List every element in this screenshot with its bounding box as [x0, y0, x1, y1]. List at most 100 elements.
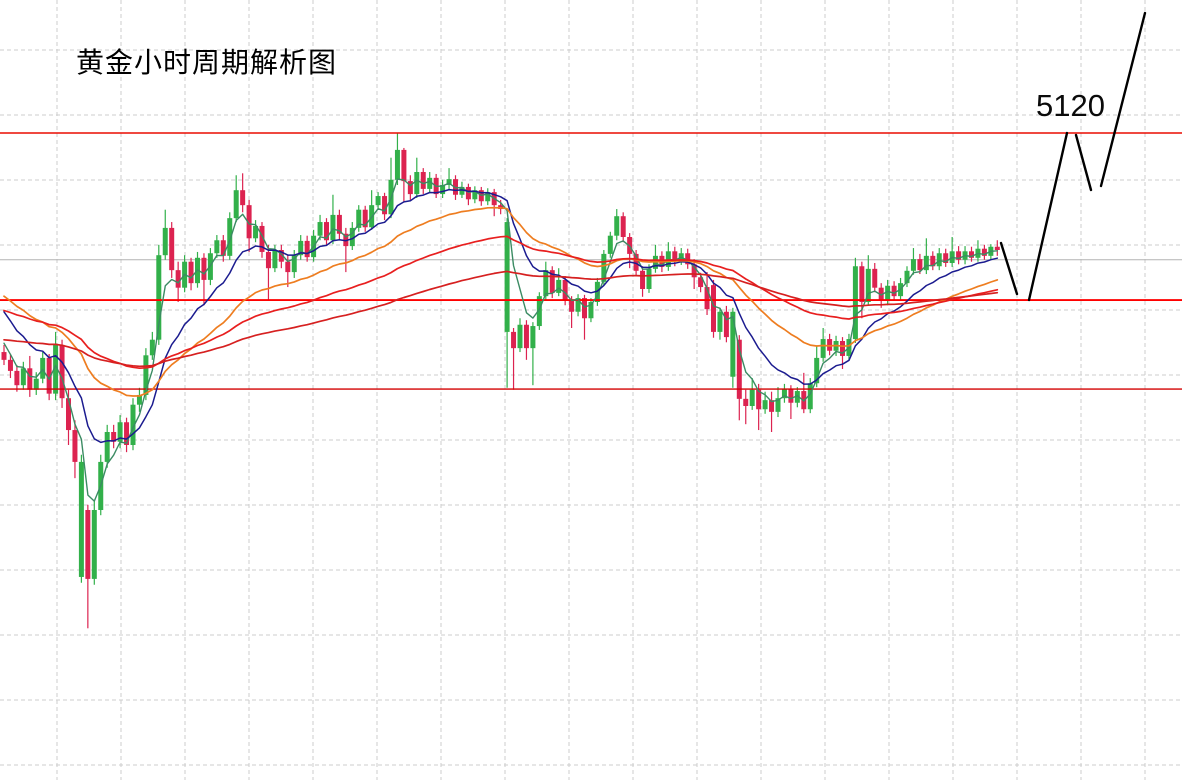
candle-bear: [259, 225, 265, 252]
candle-bull: [472, 190, 478, 200]
candle-bull: [852, 266, 858, 340]
candle-bear: [175, 270, 181, 288]
candle-bear: [7, 359, 13, 371]
candle-bull: [762, 400, 768, 410]
candle-bear: [465, 186, 471, 200]
candle-bull: [156, 255, 162, 340]
candle-bear: [640, 270, 646, 289]
candle-bear: [672, 251, 678, 262]
candle-bear: [265, 251, 271, 269]
candle-bull: [427, 177, 433, 189]
candle-bear: [930, 255, 936, 267]
candle-bull: [794, 391, 800, 403]
candle-bear: [401, 149, 407, 182]
candle-bear: [633, 253, 639, 271]
candle-bear: [743, 398, 749, 406]
candle-bear: [917, 259, 923, 271]
candle-bear: [278, 250, 284, 262]
candle-bear: [246, 205, 252, 239]
candle-bull: [394, 149, 400, 180]
ema-slowest-red-line: [3, 270, 999, 368]
candle-bear: [285, 261, 291, 273]
candle-bull: [78, 461, 84, 577]
candle-bull: [446, 179, 452, 185]
projection-trendline: [1099, 11, 1147, 188]
candle-bear: [523, 324, 529, 349]
candle-bear: [511, 331, 517, 349]
candle-bull: [136, 394, 142, 405]
candle-bull: [130, 404, 136, 445]
projection-trendline: [1074, 133, 1093, 192]
candle-bear: [124, 422, 130, 445]
candle-bull: [607, 235, 613, 254]
candle-bear: [324, 222, 329, 241]
candle-bear: [723, 311, 729, 338]
ema-fast-teal-line: [3, 178, 998, 502]
candle-bull: [530, 326, 536, 349]
candle-bear: [620, 216, 626, 237]
candle-bear: [582, 298, 587, 319]
candle-bull: [614, 216, 620, 236]
candle-bull: [936, 253, 942, 267]
candle-bull: [556, 279, 562, 293]
candle-bear: [336, 214, 342, 234]
candle-bear: [382, 196, 388, 215]
candle-bear: [27, 368, 33, 390]
candle-bear: [704, 287, 710, 310]
candle-bull: [536, 296, 542, 327]
candle-bull: [233, 190, 239, 219]
candle-bear: [420, 172, 426, 189]
candle-bull: [594, 281, 600, 302]
candle-bull: [214, 240, 220, 254]
candle-bull: [143, 355, 149, 395]
candle-bear: [111, 432, 117, 442]
candle-bear: [14, 370, 20, 386]
candle-bull: [904, 270, 910, 284]
candle-bull: [414, 172, 420, 195]
candle-bull: [807, 383, 813, 410]
candle-bull: [910, 259, 916, 271]
candle-bear: [769, 400, 775, 412]
candle-bull: [923, 255, 929, 271]
candle-bull: [104, 432, 110, 462]
candle-bull: [730, 311, 736, 377]
candle-bull: [298, 240, 304, 256]
candle-bull: [601, 253, 607, 282]
candle-bear: [188, 261, 194, 284]
ema-slower-red-line: [3, 235, 999, 370]
candle-bull: [543, 270, 549, 297]
candle-bull: [33, 378, 39, 390]
candle-bear: [562, 279, 568, 301]
candle-bull: [349, 227, 355, 247]
candle-bull: [317, 222, 323, 236]
candle-bear: [46, 357, 52, 394]
candle-bear: [72, 430, 78, 462]
candle-bear: [711, 285, 716, 332]
candle-bear: [201, 257, 207, 280]
candle-bull: [814, 357, 820, 384]
candle-bear: [59, 344, 65, 399]
candle-bull: [865, 268, 871, 302]
candle-bear: [859, 266, 865, 302]
projection-trendline: [1027, 131, 1069, 302]
candle-bear: [698, 277, 704, 288]
candle-bear: [827, 339, 833, 351]
candle-bear: [343, 233, 349, 247]
candle-bear: [304, 240, 310, 258]
candle-bull: [459, 186, 465, 195]
candle-bear: [549, 270, 555, 293]
candle-bear: [691, 264, 697, 278]
candle-bull: [149, 339, 155, 356]
candle-bear: [994, 246, 1000, 250]
chart-title: 黄金小时周期解析图: [76, 47, 338, 78]
candle-bull: [517, 324, 523, 349]
candle-bear: [736, 339, 742, 399]
candle-bull: [375, 196, 381, 206]
candle-bull: [885, 285, 891, 301]
candle-bear: [240, 190, 246, 206]
candle-bull: [272, 250, 278, 269]
candle-bear: [981, 248, 987, 256]
candle-bear: [891, 285, 897, 297]
candle-bull: [20, 368, 26, 386]
